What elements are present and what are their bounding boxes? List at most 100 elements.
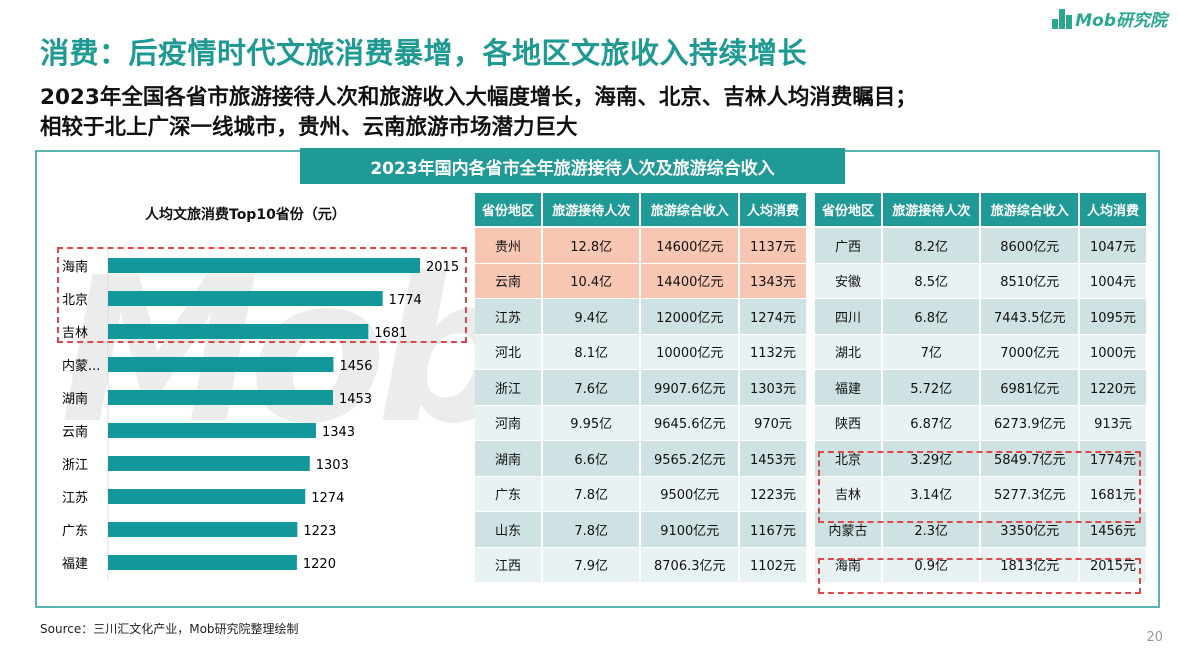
table-cell: 1343元 [740,263,806,299]
column-header: 旅游接待人次 [542,193,640,228]
column-header: 旅游接待人次 [882,193,980,228]
value-label: 1274 [311,491,344,506]
table-cell: 8.2亿 [882,228,980,264]
column-header: 人均消费 [740,193,806,228]
mob-logo: Mob研究院 [1052,6,1167,31]
table-cell: 9100亿元 [641,512,739,548]
table-cell: 6981亿元 [981,370,1079,406]
table-cell: 河北 [475,334,541,370]
column-header: 人均消费 [1080,193,1146,228]
table-cell: 江西 [475,547,541,583]
table-cell: 贵州 [475,228,541,264]
table-header-row: 省份地区 旅游接待人次 旅游综合收入 人均消费 [815,193,1146,228]
value-label: 1343 [322,425,355,440]
bar [108,456,310,471]
table-cell: 1456元 [1080,512,1146,548]
bar-chart: 海南 2015 北京 1774 吉林 1681 内蒙... 1456 湖南 1453 云南 1343 浙… [62,250,459,580]
table-cell: 12.8亿 [542,228,640,264]
table-cell: 1000元 [1080,334,1146,370]
table-cell: 9645.6亿元 [641,405,739,441]
table-header-row: 省份地区 旅游接待人次 旅游综合收入 人均消费 [475,193,806,228]
table-cell: 1274元 [740,299,806,335]
column-header: 省份地区 [475,193,541,228]
logo-text: Mob研究院 [1075,11,1167,31]
category-label: 内蒙... [62,358,100,374]
bar [108,555,297,570]
table-cell: 1004元 [1080,263,1146,299]
table-cell: 5849.7亿元 [981,441,1079,477]
category-label: 江苏 [62,490,88,506]
category-label: 吉林 [62,326,88,341]
table-cell: 9.95亿 [542,405,640,441]
table-row: 海南 0.9亿 1813亿元 2015元 [815,547,1146,583]
table-cell: 0.9亿 [882,547,980,583]
table-cell: 12000亿元 [641,299,739,335]
table-cell: 8600亿元 [981,228,1079,264]
table-row: 北京 3.29亿 5849.7亿元 1774元 [815,441,1146,477]
table-row: 广东 7.8亿 9500亿元 1223元 [475,476,806,512]
table-row: 广西 8.2亿 8600亿元 1047元 [815,228,1146,264]
table-cell: 2015元 [1080,547,1146,583]
section-banner: 2023年国内各省市全年旅游接待人次及旅游综合收入 [300,148,845,184]
bar [108,357,334,372]
table-cell: 5.72亿 [882,370,980,406]
table-cell: 5277.3亿元 [981,476,1079,512]
table-cell: 9565.2亿元 [641,441,739,477]
table-cell: 福建 [815,370,881,406]
table-row: 安徽 8.5亿 8510亿元 1004元 [815,263,1146,299]
source-note: Source：三川汇文化产业，Mob研究院整理绘制 [40,622,299,636]
table-row: 湖南 6.6亿 9565.2亿元 1453元 [475,441,806,477]
table-row: 贵州 12.8亿 14600亿元 1137元 [475,228,806,264]
subtitle-line-2: 相较于北上广深一线城市，贵州、云南旅游市场潜力巨大 [40,115,578,140]
table-cell: 7.8亿 [542,476,640,512]
table-cell: 8706.3亿元 [641,547,739,583]
table-row: 浙江 7.6亿 9907.6亿元 1303元 [475,370,806,406]
bar [108,258,420,273]
table-cell: 广东 [475,476,541,512]
table-cell: 9.4亿 [542,299,640,335]
table-cell: 970元 [740,405,806,441]
table-cell: 10000亿元 [641,334,739,370]
table-cell: 北京 [815,441,881,477]
table-cell: 山东 [475,512,541,548]
table-cell: 1132元 [740,334,806,370]
table-cell: 1681元 [1080,476,1146,512]
category-label: 浙江 [62,458,88,473]
category-label: 海南 [62,259,88,275]
table-cell: 1047元 [1080,228,1146,264]
table-cell: 广西 [815,228,881,264]
value-label: 1220 [303,557,336,572]
subtitle-line-1: 2023年全国各省市旅游接待人次和旅游收入大幅度增长，海南、北京、吉林人均消费瞩… [40,85,917,110]
table-row: 江苏 9.4亿 12000亿元 1274元 [475,299,806,335]
table-cell: 1220元 [1080,370,1146,406]
value-label: 2015 [426,260,459,275]
category-label: 北京 [62,293,88,308]
table-row: 福建 5.72亿 6981亿元 1220元 [815,370,1146,406]
table-cell: 7亿 [882,334,980,370]
table-cell: 吉林 [815,476,881,512]
bar [108,390,333,405]
table-cell: 江苏 [475,299,541,335]
table-cell: 2.3亿 [882,512,980,548]
category-label: 云南 [62,424,88,440]
table-row: 河北 8.1亿 10000亿元 1132元 [475,334,806,370]
table-row: 陕西 6.87亿 6273.9亿元 913元 [815,405,1146,441]
table-cell: 四川 [815,299,881,335]
table-cell: 7.6亿 [542,370,640,406]
chart-title: 人均文旅消费Top10省份（元） [145,207,346,223]
bar [108,324,369,339]
table-cell: 海南 [815,547,881,583]
column-header: 旅游综合收入 [981,193,1079,228]
table-cell: 6.8亿 [882,299,980,335]
bar [108,489,306,504]
table-cell: 6.6亿 [542,441,640,477]
table-cell: 14600亿元 [641,228,739,264]
table-row: 吉林 3.14亿 5277.3亿元 1681元 [815,476,1146,512]
table-cell: 安徽 [815,263,881,299]
table-cell: 浙江 [475,370,541,406]
table-cell: 1102元 [740,547,806,583]
table-cell: 1774元 [1080,441,1146,477]
value-label: 1453 [339,392,372,407]
value-label: 1223 [303,524,336,539]
table-cell: 内蒙古 [815,512,881,548]
